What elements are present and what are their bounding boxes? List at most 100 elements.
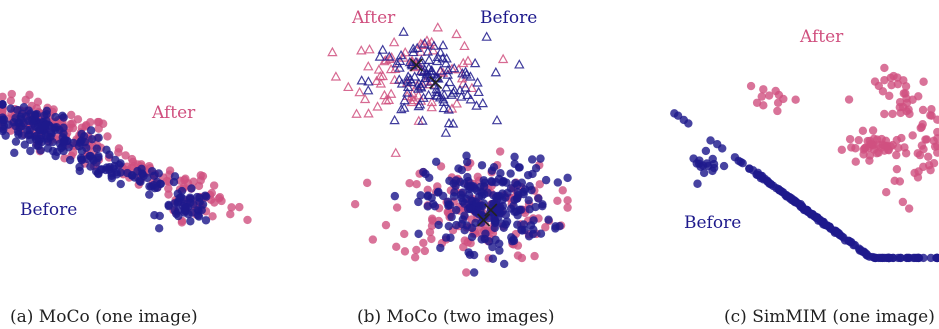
after-point — [460, 236, 470, 245]
before-point — [531, 202, 540, 212]
after-point — [94, 117, 104, 127]
after-point — [914, 167, 923, 176]
after-triangle-point — [466, 82, 478, 93]
after-point — [558, 186, 567, 195]
before-triangle-point — [414, 99, 426, 109]
before-point — [133, 166, 142, 176]
before-point — [541, 175, 551, 185]
centroid-marker — [484, 203, 498, 217]
panel-b: After Before (b) MoCo (two images) — [327, 8, 572, 327]
after-triangle-point — [458, 57, 469, 68]
after-triangle-point — [375, 78, 387, 88]
before-triangle-point — [449, 62, 460, 73]
before-point — [451, 205, 461, 215]
before-point — [194, 212, 204, 221]
before-point — [425, 173, 434, 183]
before-triangle-point — [428, 40, 440, 50]
after-point — [177, 218, 187, 227]
before-point — [431, 157, 441, 166]
before-point — [512, 207, 521, 216]
after-point — [368, 235, 378, 244]
before-point — [185, 193, 195, 202]
before-triangle-point — [441, 82, 452, 92]
before-point — [25, 130, 34, 140]
before-point — [785, 194, 795, 203]
before-point — [774, 184, 783, 194]
after-point — [530, 251, 539, 261]
after-point — [0, 92, 7, 101]
after-point — [196, 171, 205, 180]
before-triangle-point — [444, 76, 455, 87]
before-point — [74, 142, 84, 151]
panel-c-caption: (c) SimMIM (one image) — [724, 307, 935, 327]
before-point — [699, 168, 709, 178]
before-triangle-point — [514, 59, 525, 69]
after-point — [854, 135, 863, 145]
before-point — [730, 153, 740, 162]
after-point — [845, 134, 855, 144]
before-triangle-point — [456, 91, 467, 101]
after-point — [897, 133, 906, 143]
after-triangle-point — [386, 52, 397, 62]
before-triangle-point — [394, 74, 405, 84]
before-triangle-point — [363, 76, 374, 86]
before-triangle-point — [398, 26, 409, 36]
before-point — [673, 111, 683, 120]
before-triangle-point — [440, 127, 452, 137]
before-point — [26, 146, 35, 156]
after-point — [773, 106, 782, 116]
after-point — [209, 181, 219, 190]
before-triangle-point — [438, 102, 449, 113]
after-point — [919, 77, 928, 86]
before-point — [154, 169, 163, 178]
after-triangle-point — [390, 147, 401, 157]
before-triangle-point — [422, 46, 433, 56]
after-point — [33, 97, 43, 107]
after-triangle-point — [356, 45, 367, 55]
before-point — [35, 125, 44, 135]
before-triangle-point — [416, 54, 427, 65]
before-point — [26, 109, 35, 118]
centroid-marker — [477, 213, 491, 227]
after-point — [851, 157, 860, 166]
before-point — [512, 194, 522, 203]
panel-b-centroids — [409, 58, 498, 227]
before-point — [524, 196, 533, 205]
after-point — [227, 203, 236, 212]
before-point — [491, 192, 501, 202]
after-point — [921, 135, 930, 144]
before-point — [92, 144, 102, 153]
before-point — [490, 218, 500, 228]
before-triangle-point — [402, 87, 413, 97]
after-point — [927, 105, 936, 114]
before-point — [460, 225, 469, 235]
before-point — [27, 116, 37, 126]
before-point — [155, 211, 164, 221]
before-point — [154, 224, 164, 233]
before-point — [102, 145, 111, 155]
before-point — [444, 201, 453, 210]
before-point — [477, 235, 486, 244]
before-point — [513, 180, 522, 190]
before-point — [563, 173, 572, 183]
panel-c-before-label: Before — [684, 213, 741, 233]
before-triangle-point — [377, 44, 388, 54]
after-triangle-point — [359, 93, 371, 104]
before-point — [487, 166, 497, 175]
after-point — [933, 115, 939, 124]
after-point — [563, 203, 572, 212]
after-point — [350, 199, 360, 209]
before-point — [544, 215, 553, 224]
before-triangle-point — [446, 89, 457, 99]
before-point — [472, 198, 481, 207]
after-triangle-point — [459, 40, 470, 51]
before-triangle-point — [391, 57, 403, 68]
before-point — [449, 192, 459, 201]
before-point — [553, 178, 563, 187]
after-point — [73, 115, 83, 124]
after-point — [892, 164, 902, 174]
before-triangle-point — [442, 69, 453, 79]
before-point — [551, 224, 560, 233]
after-point — [893, 73, 902, 82]
